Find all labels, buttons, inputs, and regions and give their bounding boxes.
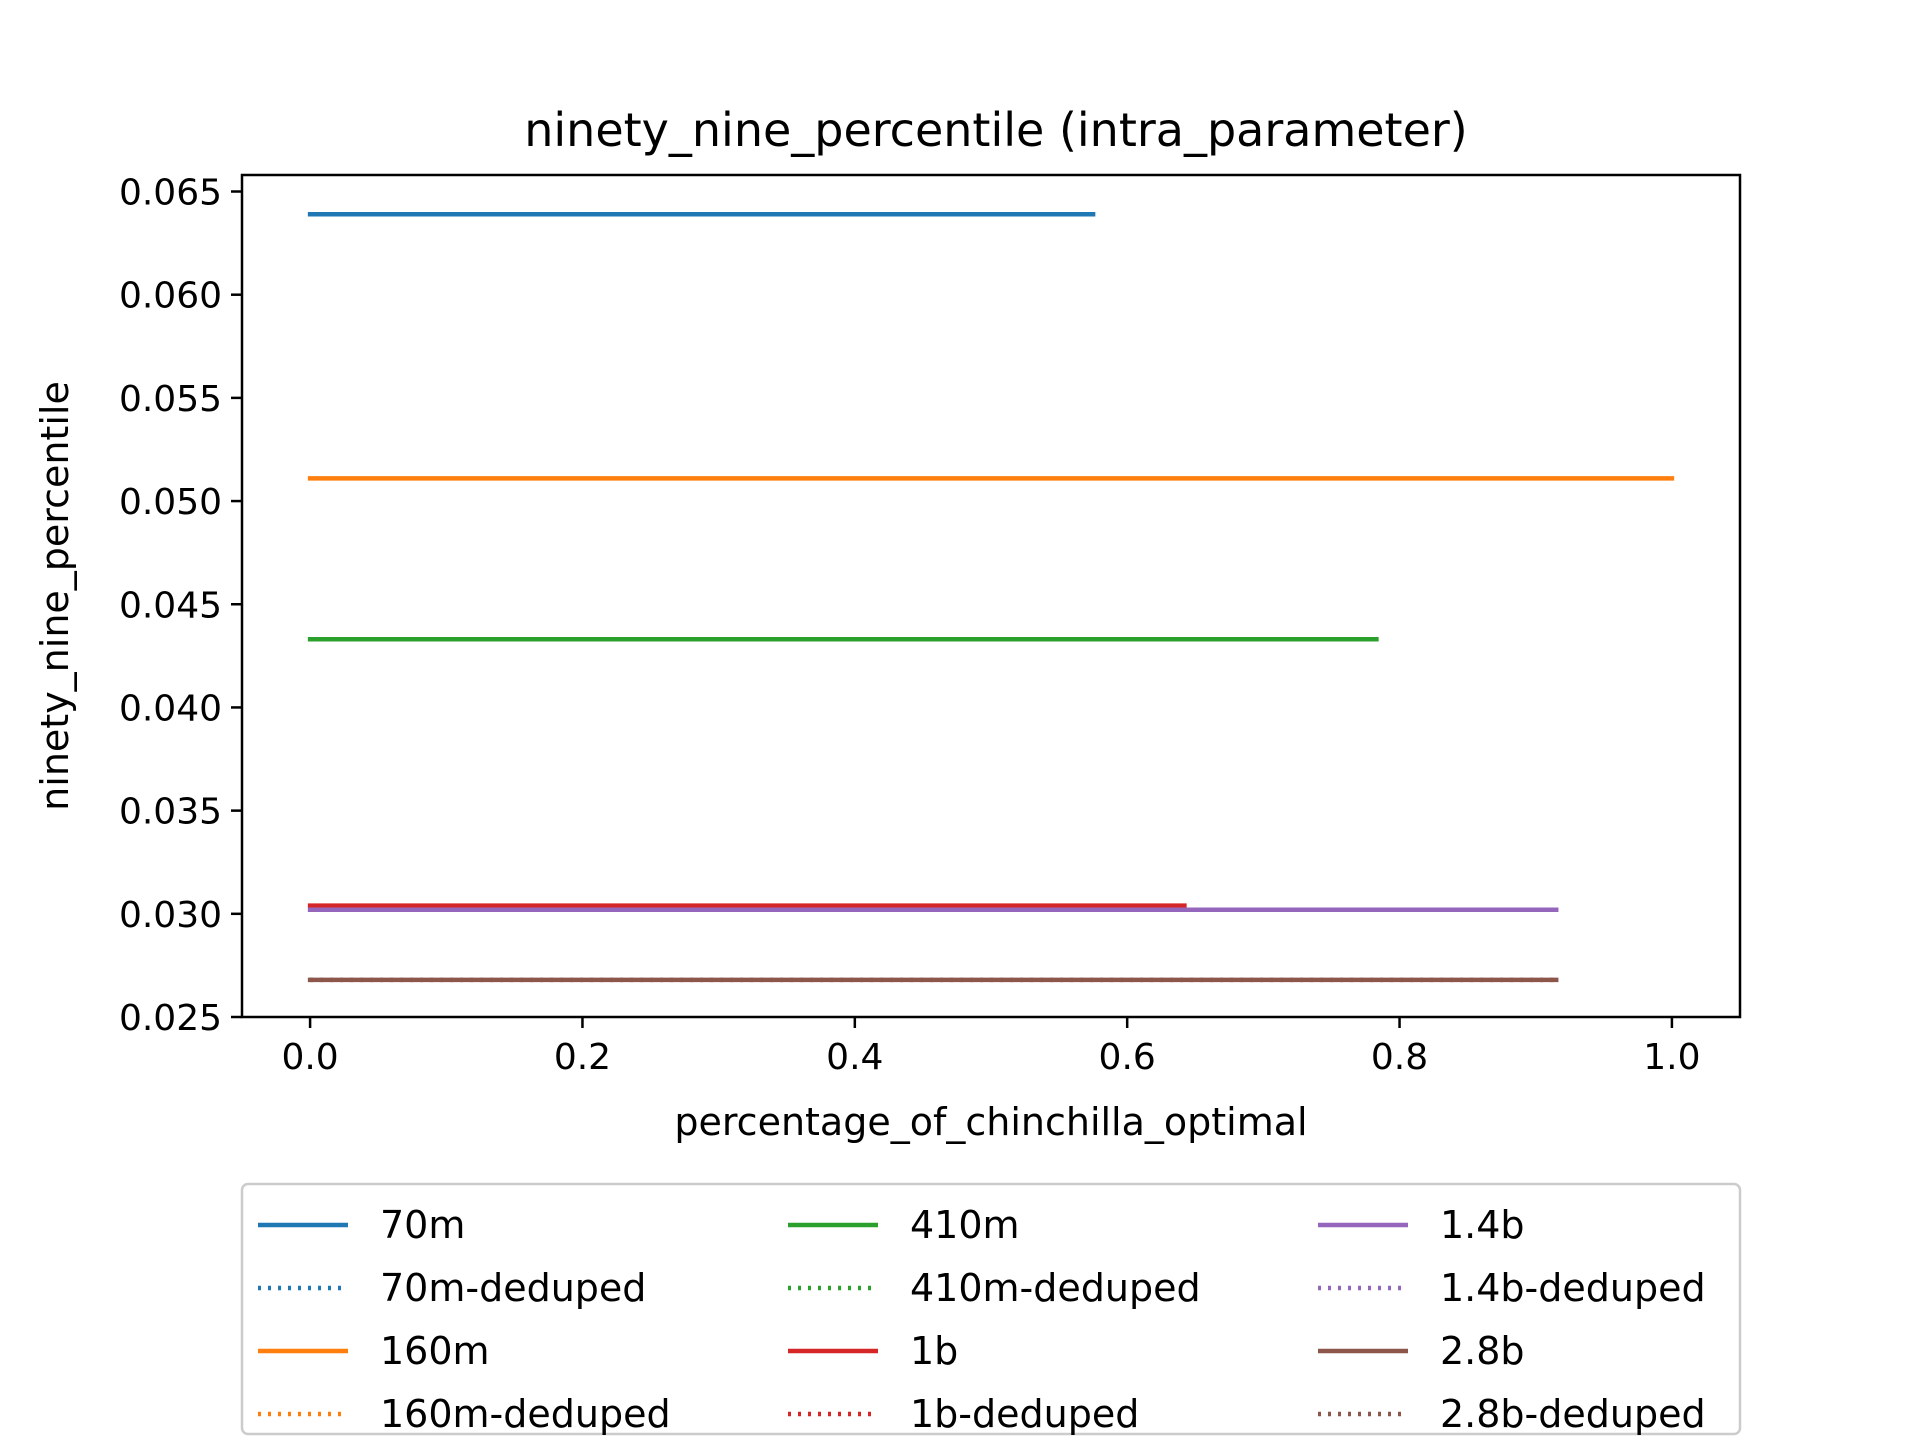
x-axis-ticks: 0.0 0.2 0.4 0.6 0.8 1.0 <box>281 1017 1701 1078</box>
legend-label: 1b-deduped <box>910 1392 1139 1436</box>
plot-frame <box>240 173 1742 1019</box>
y-tick-label: 0.045 <box>119 585 222 626</box>
legend-label: 2.8b <box>1440 1329 1525 1373</box>
y-tick-label: 0.055 <box>119 379 222 420</box>
y-axis-ticks: 0.025 0.030 0.035 0.040 0.045 0.050 0.055 0.060… <box>119 173 242 1039</box>
y-axis-label: ninety_nine_percentile <box>33 381 77 811</box>
y-tick-label: 0.035 <box>119 792 222 833</box>
y-tick-label: 0.065 <box>119 173 222 214</box>
legend: 70m 70m-deduped 160m 160m-deduped 410m 410m-d… <box>258 1203 1706 1436</box>
y-tick-label: 0.030 <box>119 895 222 936</box>
legend-label: 70m-deduped <box>380 1266 646 1310</box>
x-tick-label: 0.8 <box>1371 1037 1428 1078</box>
legend-label: 2.8b-deduped <box>1440 1392 1706 1436</box>
legend-label: 1.4b <box>1440 1203 1525 1247</box>
legend-label: 1.4b-deduped <box>1440 1266 1706 1310</box>
legend-label: 70m <box>380 1203 465 1247</box>
x-tick-label: 0.0 <box>281 1037 338 1078</box>
legend-label: 1b <box>910 1329 958 1373</box>
x-tick-label: 1.0 <box>1643 1037 1700 1078</box>
x-tick-label: 0.4 <box>826 1037 883 1078</box>
legend-label: 160m <box>380 1329 490 1373</box>
y-tick-label: 0.025 <box>119 998 222 1039</box>
series-layer <box>307 211 1675 983</box>
y-tick-label: 0.060 <box>119 276 222 317</box>
y-tick-label: 0.050 <box>119 482 222 523</box>
chart-title: ninety_nine_percentile (intra_parameter) <box>524 103 1468 157</box>
legend-box <box>240 1182 1742 1436</box>
y-tick-label: 0.040 <box>119 688 222 729</box>
legend-label: 410m <box>910 1203 1020 1247</box>
x-tick-label: 0.6 <box>1099 1037 1156 1078</box>
legend-label: 160m-deduped <box>380 1392 671 1436</box>
x-axis-label: percentage_of_chinchilla_optimal <box>674 1100 1307 1144</box>
legend-label: 410m-deduped <box>910 1266 1201 1310</box>
x-tick-label: 0.2 <box>554 1037 611 1078</box>
